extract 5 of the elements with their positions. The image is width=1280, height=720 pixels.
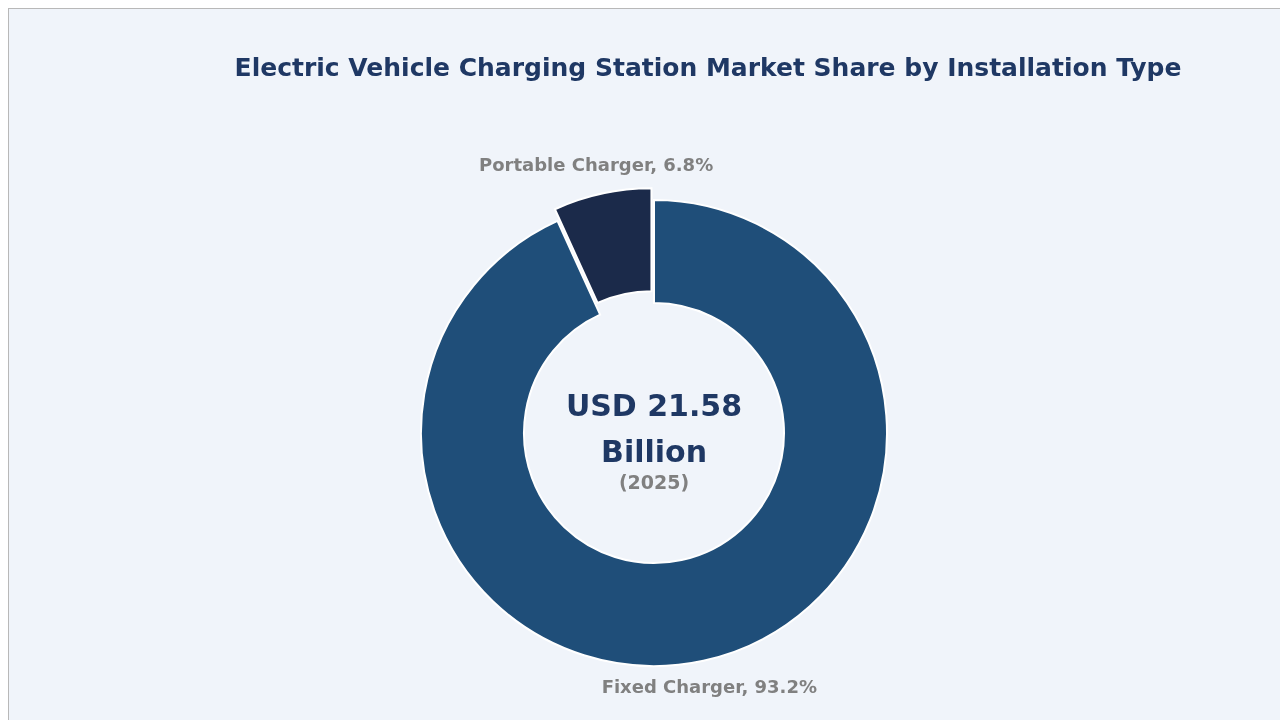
slice-label: Fixed Charger, 93.2% xyxy=(601,676,818,698)
slice-label: Portable Charger, 6.8% xyxy=(479,154,714,176)
text: (2025) xyxy=(618,470,690,493)
chart-title: Electric Vehicle Charging Station Market Share by Installation Type xyxy=(234,53,1182,82)
text: USD 21.58 Billion xyxy=(565,387,743,469)
